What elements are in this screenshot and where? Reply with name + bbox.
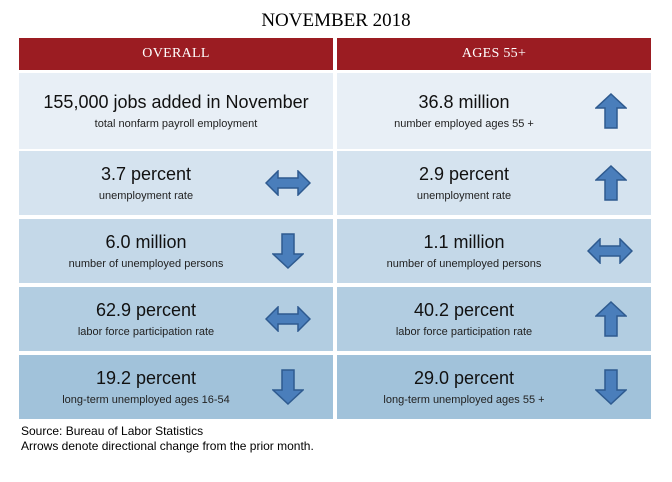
stat-cell-overall: 62.9 percent labor force participation ra… — [19, 287, 333, 351]
arrow-left-right-icon — [265, 306, 311, 332]
header-ages55: AGES 55+ — [337, 38, 651, 70]
stat-value: 6.0 million — [105, 232, 187, 252]
header-ages55-label: AGES 55+ — [461, 46, 527, 61]
stat-text: 3.7 percent unemployment rate — [19, 151, 273, 215]
page-title: NOVEMBER 2018 — [261, 10, 411, 31]
arrow-down-icon — [272, 369, 304, 405]
stat-cell-ages55: 1.1 million number of unemployed persons — [337, 219, 651, 283]
arrow-up-icon — [595, 93, 627, 129]
stat-cell-ages55: 36.8 million number employed ages 55 + — [337, 73, 651, 149]
stat-label: number employed ages 55 + — [394, 118, 534, 130]
header-overall-label: OVERALL — [142, 46, 210, 61]
stat-text: 155,000 jobs added in November total nonf… — [19, 73, 333, 149]
stat-label: unemployment rate — [98, 190, 194, 202]
arrow-note: Arrows denote directional change from th… — [21, 439, 314, 453]
arrow-down-icon — [272, 233, 304, 269]
stat-text: 6.0 million number of unemployed persons — [19, 219, 273, 283]
arrow-left-right-icon — [265, 170, 311, 196]
stat-cell-overall: 19.2 percent long-term unemployed ages 16… — [19, 355, 333, 419]
stat-value: 155,000 jobs added in November — [43, 92, 309, 112]
stat-cell-ages55: 40.2 percent labor force participation ra… — [337, 287, 651, 351]
stat-label: long-term unemployed ages 16-54 — [62, 394, 230, 406]
stat-value: 2.9 percent — [418, 164, 510, 184]
stat-text: 19.2 percent long-term unemployed ages 16… — [19, 355, 273, 419]
stat-value: 29.0 percent — [413, 368, 515, 388]
header-overall: OVERALL — [19, 38, 333, 70]
stat-cell-ages55: 29.0 percent long-term unemployed ages 55… — [337, 355, 651, 419]
stat-text: 36.8 million number employed ages 55 + — [337, 73, 591, 149]
stat-cell-ages55: 2.9 percent unemployment rate — [337, 151, 651, 215]
stat-text: 62.9 percent labor force participation ra… — [19, 287, 273, 351]
arrow-up-icon — [595, 165, 627, 201]
arrow-left-right-icon — [587, 238, 633, 264]
arrow-up-icon — [595, 301, 627, 337]
stat-label: labor force participation rate — [77, 326, 215, 338]
stat-label: number of unemployed persons — [68, 258, 224, 270]
stat-text: 40.2 percent labor force participation ra… — [337, 287, 591, 351]
stat-label: total nonfarm payroll employment — [94, 118, 258, 130]
stat-value: 62.9 percent — [95, 300, 197, 320]
stat-label: long-term unemployed ages 55 + — [383, 394, 545, 406]
arrow-down-icon — [595, 369, 627, 405]
stat-text: 2.9 percent unemployment rate — [337, 151, 591, 215]
stat-value: 1.1 million — [423, 232, 505, 252]
stat-value: 3.7 percent — [100, 164, 192, 184]
stat-label: unemployment rate — [416, 190, 512, 202]
stat-value: 19.2 percent — [95, 368, 197, 388]
stat-cell-overall: 155,000 jobs added in November total nonf… — [19, 73, 333, 149]
stat-cell-overall: 3.7 percent unemployment rate — [19, 151, 333, 215]
footer: Source: Bureau of Labor Statistics Arrow… — [21, 424, 314, 454]
stat-text: 1.1 million number of unemployed persons — [337, 219, 591, 283]
stat-value: 36.8 million — [418, 92, 510, 112]
stat-cell-overall: 6.0 million number of unemployed persons — [19, 219, 333, 283]
stat-label: labor force participation rate — [395, 326, 533, 338]
stat-label: number of unemployed persons — [386, 258, 542, 270]
stat-value: 40.2 percent — [413, 300, 515, 320]
stat-text: 29.0 percent long-term unemployed ages 55… — [337, 355, 591, 419]
source-note: Source: Bureau of Labor Statistics — [21, 424, 204, 438]
